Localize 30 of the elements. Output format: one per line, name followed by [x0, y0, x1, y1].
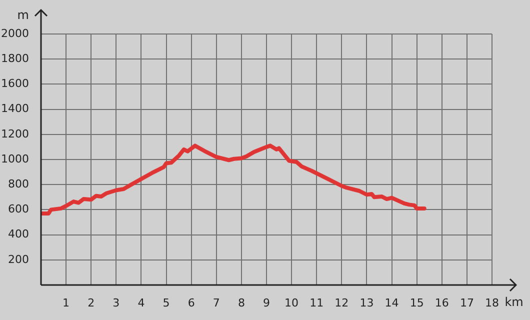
y-tick-label: 800: [8, 177, 29, 190]
y-tick-label: 2000: [1, 26, 29, 40]
x-tick-label: 13: [360, 296, 374, 310]
x-tick-label: 6: [188, 296, 195, 310]
x-tick-label: 12: [334, 296, 349, 310]
x-tick-label: 9: [263, 296, 270, 310]
y-tick-label: 1600: [1, 77, 29, 90]
x-axis-title: km: [504, 295, 524, 310]
x-tick-label: 7: [212, 296, 220, 310]
x-tick-label: 5: [162, 296, 170, 310]
y-tick-label: 400: [8, 228, 29, 241]
x-tick-label: 3: [112, 296, 120, 310]
y-tick-label: 1800: [1, 52, 29, 65]
x-tick-label: 10: [284, 296, 299, 310]
y-tick-label: 1000: [1, 152, 29, 166]
x-tick-label: 17: [460, 296, 474, 310]
y-tick-label: 200: [8, 252, 29, 266]
x-tick-label: 15: [410, 296, 424, 310]
x-tick-label: 16: [434, 296, 449, 310]
x-tick-label: 8: [238, 296, 245, 310]
y-tick-label: 600: [8, 202, 29, 216]
y-tick-label: 1400: [1, 102, 29, 116]
y-tick-label: 1200: [1, 127, 29, 140]
x-tick-label: 1: [62, 296, 70, 310]
x-tick-label: 18: [485, 296, 499, 310]
x-tick-label: 2: [88, 296, 95, 310]
x-tick-label: 4: [138, 296, 145, 310]
x-tick-label: 14: [384, 296, 399, 310]
y-axis-title: m: [17, 8, 29, 22]
x-tick-label: 11: [310, 296, 324, 310]
